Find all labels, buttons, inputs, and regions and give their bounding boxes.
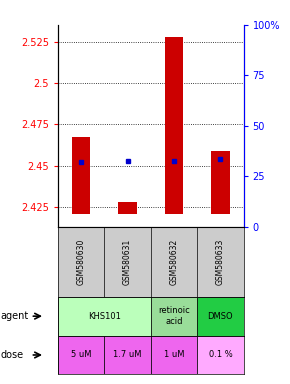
Text: GSM580630: GSM580630: [77, 238, 86, 285]
Bar: [58, 336, 104, 374]
Bar: [104, 336, 151, 374]
Bar: [165, 36, 183, 214]
Bar: [151, 336, 197, 374]
Text: 1 uM: 1 uM: [164, 351, 184, 359]
Text: GSM580632: GSM580632: [169, 239, 179, 285]
Bar: [197, 297, 244, 336]
Bar: [211, 151, 230, 214]
Text: 5 uM: 5 uM: [71, 351, 91, 359]
Text: KHS101: KHS101: [88, 312, 121, 321]
Text: 1.7 uM: 1.7 uM: [113, 351, 142, 359]
Bar: [197, 336, 244, 374]
Text: retinoic
acid: retinoic acid: [158, 306, 190, 326]
Text: GSM580631: GSM580631: [123, 239, 132, 285]
Bar: [151, 297, 197, 336]
Bar: [58, 297, 151, 336]
Bar: [118, 202, 137, 214]
Bar: [72, 137, 90, 214]
Text: agent: agent: [1, 311, 29, 321]
Text: GSM580633: GSM580633: [216, 238, 225, 285]
Text: dose: dose: [1, 350, 24, 360]
Text: DMSO: DMSO: [208, 312, 233, 321]
Text: 0.1 %: 0.1 %: [209, 351, 232, 359]
